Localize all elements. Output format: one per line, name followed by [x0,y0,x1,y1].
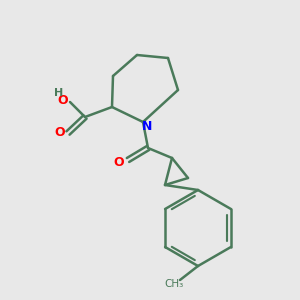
Text: O: O [113,155,124,169]
Text: O: O [57,94,68,107]
Text: O: O [54,127,65,140]
Text: CH₃: CH₃ [164,279,184,289]
Text: N: N [142,121,152,134]
Text: H: H [54,88,64,98]
